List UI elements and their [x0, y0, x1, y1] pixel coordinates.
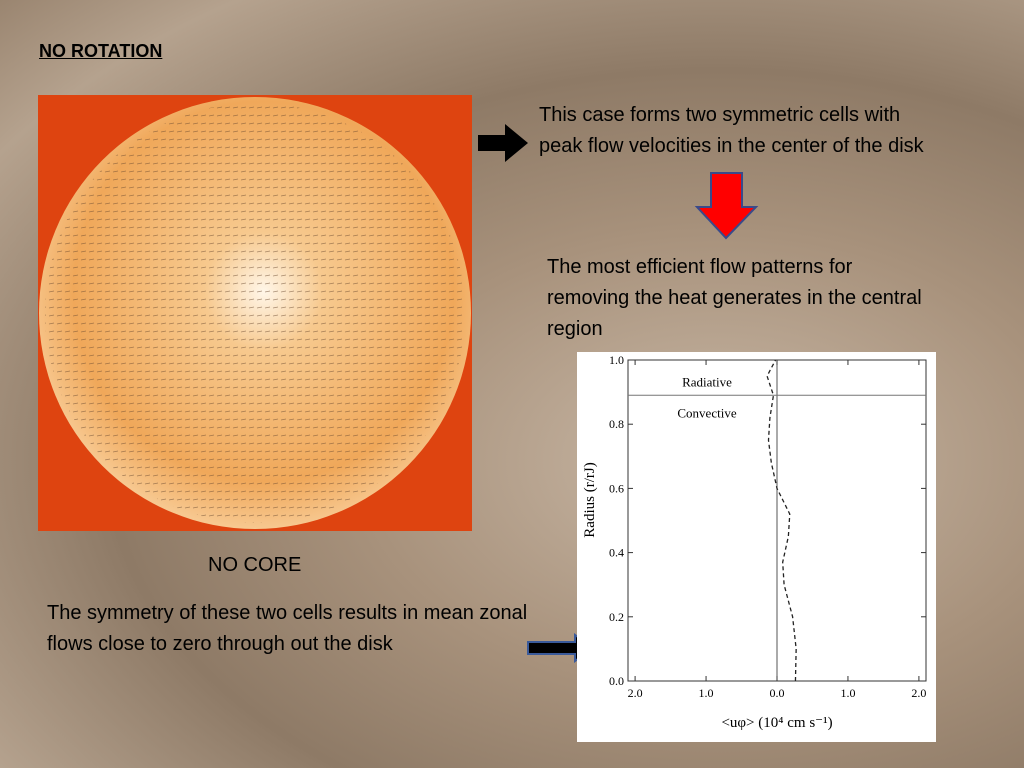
y-axis-label: Radius (r/rJ)	[582, 462, 598, 537]
chart-panel	[577, 352, 936, 742]
caption: NO CORE	[208, 554, 302, 576]
x-tick-label: 0.0	[770, 686, 785, 700]
y-tick-label: 0.8	[609, 417, 624, 431]
x-tick-label: 2.0	[628, 686, 643, 700]
y-tick-label: 0.4	[609, 546, 624, 560]
vectors	[45, 103, 465, 523]
arrow-right	[478, 124, 528, 162]
zone-label: Convective	[677, 405, 736, 420]
data-line	[766, 359, 797, 682]
slide-title: NO ROTATION	[39, 41, 163, 61]
zone-label: Radiative	[682, 374, 732, 389]
arrow-down	[694, 172, 759, 240]
x-tick-label: 1.0	[699, 686, 714, 700]
x-tick-label: 2.0	[911, 686, 926, 700]
text-top: This case forms two symmetric cells with…	[539, 104, 924, 157]
text-bottom: The symmetry of these two cells results …	[47, 602, 528, 655]
x-axis-label: <uφ> (10⁴ cm s⁻¹)	[721, 715, 832, 731]
text-middle: The most efficient flow patterns for rem…	[547, 256, 922, 340]
x-tick-label: 1.0	[840, 686, 855, 700]
y-tick-label: 0.2	[609, 610, 624, 624]
y-tick-label: 0.6	[609, 481, 624, 495]
y-tick-label: 0.0	[609, 674, 624, 688]
y-tick-label: 1.0	[609, 353, 624, 367]
